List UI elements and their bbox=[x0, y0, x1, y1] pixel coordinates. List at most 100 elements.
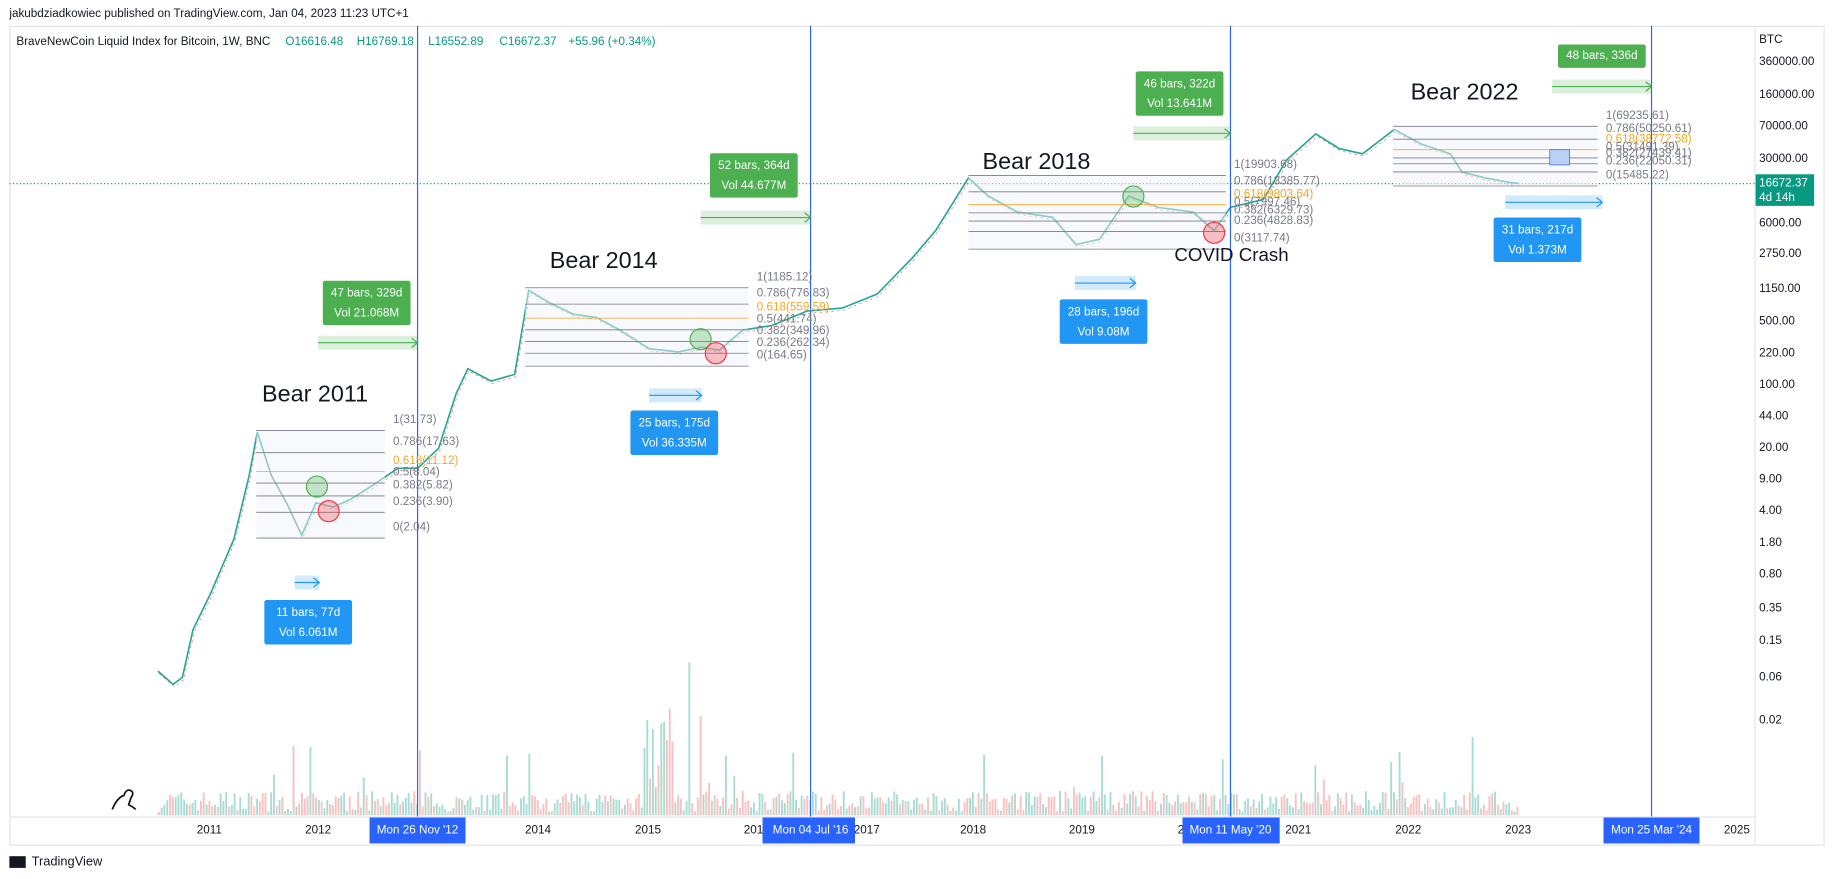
volume-bar bbox=[1087, 810, 1089, 816]
price-label: 70000.00 bbox=[1759, 119, 1808, 132]
volume-bar bbox=[301, 793, 303, 816]
volume-bar bbox=[1050, 797, 1053, 816]
fib-label: 0(15485.22) bbox=[1606, 169, 1669, 182]
fib-label: 0.382(349.96) bbox=[757, 324, 830, 337]
volume-bar bbox=[1061, 811, 1064, 816]
volume-bar bbox=[376, 799, 379, 816]
volume-bar bbox=[890, 800, 893, 816]
volume-bar bbox=[388, 803, 390, 816]
bear_ranges-bars: 28 bars, 196d bbox=[1068, 305, 1139, 318]
volume-bar bbox=[604, 795, 607, 816]
volume-bar bbox=[1025, 792, 1028, 816]
volume-bar bbox=[637, 794, 640, 816]
volume-bar bbox=[1261, 793, 1263, 816]
volume-bar bbox=[449, 811, 452, 816]
volume-bar bbox=[1407, 807, 1409, 816]
volume-bar bbox=[1269, 796, 1272, 816]
volume-bar bbox=[348, 796, 351, 816]
volume-bar bbox=[1339, 797, 1342, 816]
volume-bar bbox=[1373, 805, 1376, 816]
ohlc-change: +55.96 (+0.34%) bbox=[568, 35, 655, 48]
volume-bar bbox=[1168, 802, 1171, 816]
volume-bar bbox=[842, 791, 845, 816]
volume-bar bbox=[1280, 796, 1283, 816]
volume-bar bbox=[438, 806, 441, 816]
volume-bar bbox=[1362, 807, 1365, 816]
volume-bar bbox=[1306, 802, 1308, 816]
fib-label: 0.5(7997.46) bbox=[1234, 195, 1300, 208]
fib-label: 0.236(3.90) bbox=[393, 495, 453, 508]
symbol: BraveNewCoin Liquid Index for Bitcoin, 1… bbox=[16, 35, 270, 48]
volume-bar bbox=[180, 792, 183, 816]
volume-bar bbox=[680, 798, 682, 816]
volume-bar bbox=[632, 810, 635, 816]
volume-bar bbox=[202, 792, 205, 816]
volume-bar bbox=[851, 803, 854, 816]
volume-bar bbox=[913, 799, 915, 816]
volume-bar bbox=[663, 721, 666, 816]
volume-bar bbox=[618, 799, 621, 816]
volume-bar bbox=[896, 794, 899, 816]
volume-bar bbox=[239, 797, 242, 816]
volume-bar bbox=[447, 811, 449, 816]
volume-bar bbox=[1468, 792, 1471, 816]
volume-bar bbox=[191, 802, 194, 816]
bear_ranges-volume: Vol 9.08M bbox=[1078, 325, 1130, 338]
volume-bar bbox=[1350, 794, 1353, 816]
fib-label: 1(31.73) bbox=[393, 413, 437, 426]
volume-bar bbox=[1336, 793, 1339, 816]
volume-bar bbox=[741, 790, 744, 816]
volume-bar bbox=[593, 811, 595, 816]
volume-bar bbox=[317, 800, 320, 816]
volume-bar bbox=[941, 800, 943, 816]
volume-bar bbox=[351, 808, 354, 816]
volume-bar bbox=[1502, 801, 1505, 816]
volume-bar bbox=[157, 811, 160, 816]
date-marker-label: Mon 26 Nov '12 bbox=[377, 824, 458, 837]
volume-bar bbox=[160, 807, 163, 816]
volume-bar bbox=[500, 808, 503, 816]
volume-bar bbox=[971, 792, 974, 816]
volume-bar bbox=[626, 798, 629, 816]
volume-bar bbox=[228, 806, 230, 816]
volume-bar bbox=[1325, 799, 1328, 816]
price-label: 4.00 bbox=[1759, 504, 1782, 517]
volume-bar bbox=[1451, 807, 1454, 816]
volume-bar bbox=[1437, 802, 1440, 816]
volume-bar bbox=[1488, 796, 1491, 816]
volume-bar bbox=[1014, 793, 1016, 816]
bull_ranges-arrow-head bbox=[1645, 81, 1653, 92]
volume-bar bbox=[691, 803, 694, 816]
footer: TradingView bbox=[32, 853, 103, 868]
volume-bar bbox=[898, 804, 901, 816]
volume-bar bbox=[1342, 804, 1345, 816]
time-label: 2017 bbox=[854, 824, 880, 837]
volume-bar bbox=[441, 804, 444, 816]
volume-bar bbox=[629, 803, 632, 816]
volume-bar bbox=[340, 795, 343, 816]
volume-bar bbox=[674, 802, 677, 816]
fib-label: 1(69235.61) bbox=[1606, 109, 1669, 122]
volume-bar bbox=[1238, 809, 1241, 816]
volume-bar bbox=[882, 802, 885, 816]
bottom-marker bbox=[1122, 185, 1145, 208]
volume-bar bbox=[671, 741, 674, 816]
volume-bar bbox=[1418, 794, 1421, 816]
volume-bar bbox=[859, 796, 862, 816]
price-label: 0.06 bbox=[1759, 670, 1782, 683]
volume-bar bbox=[783, 803, 786, 816]
volume-bar bbox=[727, 808, 730, 816]
volume-bar bbox=[1039, 793, 1042, 816]
volume-bar bbox=[1272, 803, 1275, 816]
price-label: 100.00 bbox=[1759, 378, 1795, 391]
bull_ranges-arrow-head bbox=[804, 212, 812, 223]
volume-bar bbox=[177, 794, 180, 816]
bear_ranges-volume: Vol 6.061M bbox=[279, 626, 337, 639]
bear_ranges-box bbox=[630, 410, 719, 455]
volume-bar bbox=[668, 708, 671, 816]
bear_ranges-arrow-head bbox=[695, 390, 703, 401]
volume-bar bbox=[800, 795, 803, 816]
volume-bar bbox=[921, 803, 924, 816]
volume-bar bbox=[1443, 792, 1446, 816]
